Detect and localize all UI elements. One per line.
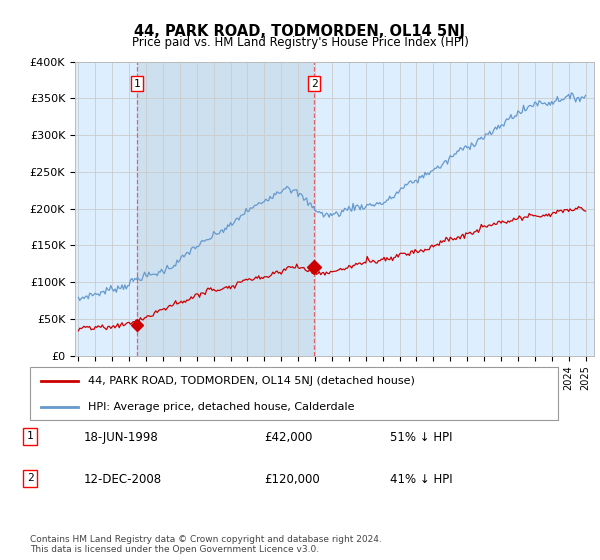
Text: 18-JUN-1998: 18-JUN-1998 (84, 431, 159, 444)
Text: 12-DEC-2008: 12-DEC-2008 (84, 473, 162, 486)
Text: HPI: Average price, detached house, Calderdale: HPI: Average price, detached house, Cald… (88, 402, 355, 412)
FancyBboxPatch shape (30, 367, 558, 420)
Bar (137, 62, 314, 356)
Text: 41% ↓ HPI: 41% ↓ HPI (390, 473, 452, 486)
Text: 44, PARK ROAD, TODMORDEN, OL14 5NJ (detached house): 44, PARK ROAD, TODMORDEN, OL14 5NJ (deta… (88, 376, 415, 386)
Text: 1: 1 (133, 78, 140, 88)
Text: 44, PARK ROAD, TODMORDEN, OL14 5NJ: 44, PARK ROAD, TODMORDEN, OL14 5NJ (134, 24, 466, 39)
Text: Price paid vs. HM Land Registry's House Price Index (HPI): Price paid vs. HM Land Registry's House … (131, 36, 469, 49)
Text: 1: 1 (26, 431, 34, 441)
Text: Contains HM Land Registry data © Crown copyright and database right 2024.
This d: Contains HM Land Registry data © Crown c… (30, 535, 382, 554)
Text: 2: 2 (26, 473, 34, 483)
Text: £42,000: £42,000 (264, 431, 313, 444)
Text: 2: 2 (311, 78, 317, 88)
Text: 51% ↓ HPI: 51% ↓ HPI (390, 431, 452, 444)
Text: £120,000: £120,000 (264, 473, 320, 486)
